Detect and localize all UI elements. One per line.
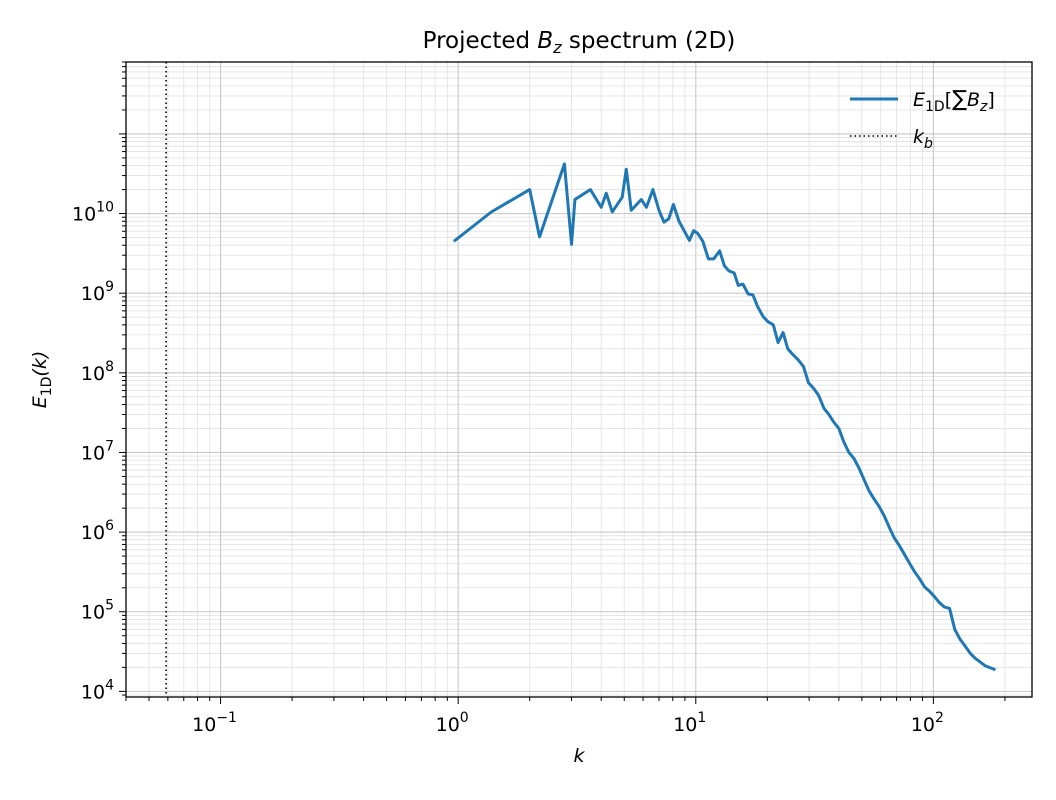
y-tick-label: 108: [81, 359, 114, 385]
y-tick-label: 104: [81, 677, 114, 703]
legend-series-open: [: [945, 89, 952, 111]
chart-title-suffix: spectrum (2D): [562, 28, 736, 54]
legend-series-var: B: [967, 89, 980, 111]
legend-entry-kb: kb: [913, 126, 933, 152]
legend-series-close: ]: [987, 89, 994, 111]
y-axis-label-sub: 1D: [39, 377, 55, 397]
legend-entry-series: E1D[∑Bz]: [913, 87, 995, 115]
legend-kb-main: k: [913, 126, 925, 148]
x-tick-label: 101: [673, 710, 706, 736]
y-tick-label: 106: [81, 518, 114, 544]
y-tick-label: 109: [81, 279, 114, 305]
major-grid: [126, 62, 1032, 697]
series-layer: [165, 62, 996, 697]
plot-area-frame: [125, 61, 1033, 698]
x-axis-label: k: [573, 745, 585, 767]
legend-series-var-sub: z: [979, 99, 988, 115]
chart-title-sub: z: [552, 38, 562, 57]
ticks-layer: [119, 61, 1006, 704]
chart-title-prefix: Projected: [423, 28, 538, 54]
chart-title: Projected Bz spectrum (2D): [423, 28, 736, 57]
legend-series-main: E: [913, 89, 925, 111]
x-tick-label: 10−1: [192, 710, 237, 736]
y-axis-label-arg: (k): [29, 351, 51, 377]
x-tick-label: 102: [911, 710, 944, 736]
y-tick-label: 105: [81, 598, 114, 624]
y-tick-label: 107: [81, 438, 114, 464]
legend: E1D[∑Bz] kb: [850, 87, 995, 152]
legend-series-sub: 1D: [925, 99, 945, 115]
y-axis-label: E1D(k): [29, 351, 55, 409]
series-line-0: [452, 162, 996, 672]
x-tick-label: 100: [436, 710, 469, 736]
y-axis-label-main: E: [29, 396, 51, 408]
legend-kb-sub: b: [924, 136, 933, 152]
legend-series-sum: ∑: [952, 87, 967, 112]
labels-layer: 10−1 100 101 102 104 105 106 107 108 109 1010: [72, 200, 944, 736]
chart-title-var: B: [537, 28, 553, 54]
y-tick-label: 1010: [72, 200, 114, 226]
